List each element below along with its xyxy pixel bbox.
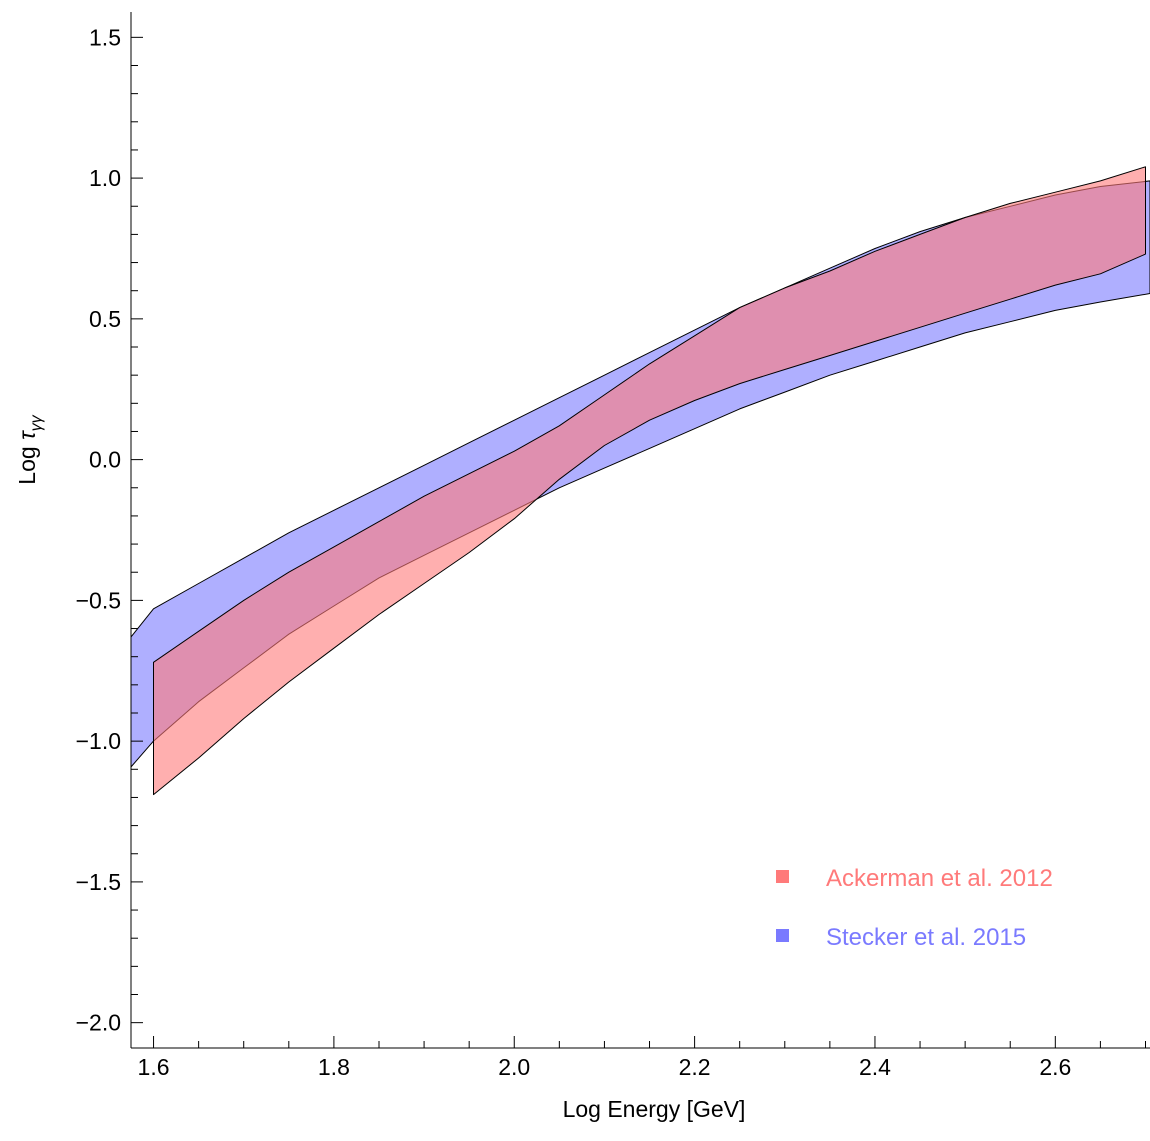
y-tick-label: −1.0 bbox=[76, 728, 121, 754]
x-ticks: 1.6 1.8 2.0 2.2 2.4 2.6 bbox=[138, 1036, 1146, 1080]
x-tick-label: 1.8 bbox=[318, 1054, 350, 1080]
y-tick-label: 1.0 bbox=[89, 165, 121, 191]
y-tick-label: −0.5 bbox=[76, 587, 121, 613]
x-tick-label: 1.6 bbox=[138, 1054, 170, 1080]
y-tick-label: 1.5 bbox=[89, 24, 121, 50]
y-tick-label: −1.5 bbox=[76, 869, 121, 895]
legend-swatch bbox=[776, 929, 789, 942]
y-tick-label: −2.0 bbox=[76, 1010, 121, 1036]
legend-label: Ackerman et al. 2012 bbox=[826, 865, 1053, 892]
y-axis-title-subscript: γγ bbox=[28, 414, 45, 431]
y-tick-label: 0.0 bbox=[89, 447, 121, 473]
y-ticks: 1.5 1.0 0.5 0.0 −0.5 −1.0 −1.5 −2.0 bbox=[76, 24, 143, 1035]
legend-swatch bbox=[776, 870, 789, 883]
legend: Ackerman et al. 2012 Stecker et al. 2015 bbox=[776, 865, 1053, 951]
axes-layer: 1.6 1.8 2.0 2.2 2.4 2.6 1.5 1.0 0.5 0.0 −0.5 −1.0 −… bbox=[76, 12, 1150, 1080]
band-1 bbox=[154, 167, 1146, 795]
bands-layer bbox=[127, 167, 1150, 795]
x-tick-label: 2.6 bbox=[1039, 1054, 1071, 1080]
x-tick-label: 2.0 bbox=[498, 1054, 530, 1080]
y-axis-title-prefix: Log bbox=[14, 440, 40, 485]
y-tick-label: 0.5 bbox=[89, 306, 121, 332]
y-axis-title: Log τγγ bbox=[14, 414, 45, 484]
x-axis-title: Log Energy [GeV] bbox=[563, 1096, 746, 1122]
x-tick-label: 2.4 bbox=[859, 1054, 891, 1080]
legend-label: Stecker et al. 2015 bbox=[826, 924, 1026, 951]
x-tick-label: 2.2 bbox=[679, 1054, 711, 1080]
